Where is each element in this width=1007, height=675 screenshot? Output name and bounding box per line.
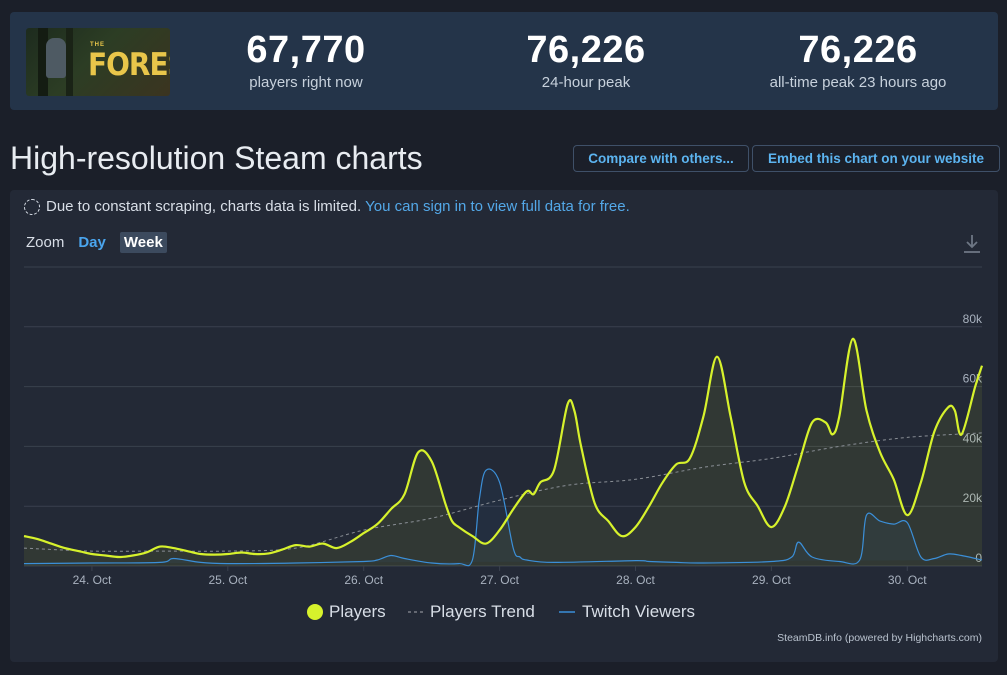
embed-chart-button[interactable]: Embed this chart on your website <box>752 145 1000 172</box>
x-tick-label: 28. Oct <box>616 573 655 587</box>
stat-label: all-time peak 23 hours ago <box>769 74 947 91</box>
thumbnail-tree <box>66 28 73 96</box>
x-tick-label: 24. Oct <box>73 573 112 587</box>
x-tick-label: 26. Oct <box>344 573 383 587</box>
twitch-viewers-line <box>23 468 983 567</box>
game-logo-small: THE <box>90 42 105 48</box>
stat-all-time-peak: 76,226 all-time peak 23 hours ago <box>728 30 988 91</box>
y-tick-label: 20k <box>963 491 983 505</box>
dashed-circle-icon <box>24 198 40 215</box>
legend-players-label: Players <box>329 602 386 621</box>
stat-label: 24-hour peak <box>541 74 631 91</box>
y-tick-label: 0 <box>975 551 982 565</box>
zoom-week-button[interactable]: Week <box>119 232 167 253</box>
y-tick-label: 80k <box>963 312 983 326</box>
notice-text: Due to constant scraping, charts data is… <box>46 198 362 215</box>
players-area <box>24 338 982 566</box>
stat-24h-peak: 76,226 24-hour peak <box>456 30 716 91</box>
zoom-day-button[interactable]: Day <box>78 234 106 251</box>
zoom-controls: Zoom Day Week <box>26 232 167 253</box>
stat-label: players right now <box>249 74 363 91</box>
game-logo: FOREST <box>88 46 170 83</box>
x-tick-label: 30. Oct <box>888 573 927 587</box>
stat-value: 76,226 <box>526 29 646 71</box>
players-trend-line <box>23 432 983 552</box>
page-title: High-resolution Steam charts <box>10 140 423 176</box>
stat-value: 76,226 <box>798 29 918 71</box>
download-icon[interactable] <box>961 233 983 255</box>
sign-in-link[interactable]: You can sign in to view full data for fr… <box>365 198 630 215</box>
stat-value: 67,770 <box>246 29 366 71</box>
game-thumbnail[interactable]: THE FOREST <box>26 28 170 96</box>
thumbnail-tree <box>38 28 48 96</box>
legend-trend-label: Players Trend <box>430 602 535 621</box>
y-tick-label: 40k <box>963 431 983 445</box>
data-limit-notice: Due to constant scraping, charts data is… <box>24 198 630 215</box>
x-tick-label: 25. Oct <box>208 573 247 587</box>
stat-current-players: 67,770 players right now <box>176 30 436 91</box>
x-tick-label: 27. Oct <box>480 573 519 587</box>
legend-twitch-label: Twitch Viewers <box>582 602 695 621</box>
thumbnail-figure <box>46 38 66 78</box>
zoom-label: Zoom <box>26 234 65 251</box>
x-tick-label: 29. Oct <box>752 573 791 587</box>
compare-button[interactable]: Compare with others... <box>573 145 749 172</box>
chart-credit[interactable]: SteamDB.info (powered by Highcharts.com) <box>777 632 982 644</box>
players-line <box>23 337 984 559</box>
legend-players-marker <box>307 604 323 620</box>
stats-bar: THE FOREST 67,770 players right now 76,2… <box>10 12 998 110</box>
